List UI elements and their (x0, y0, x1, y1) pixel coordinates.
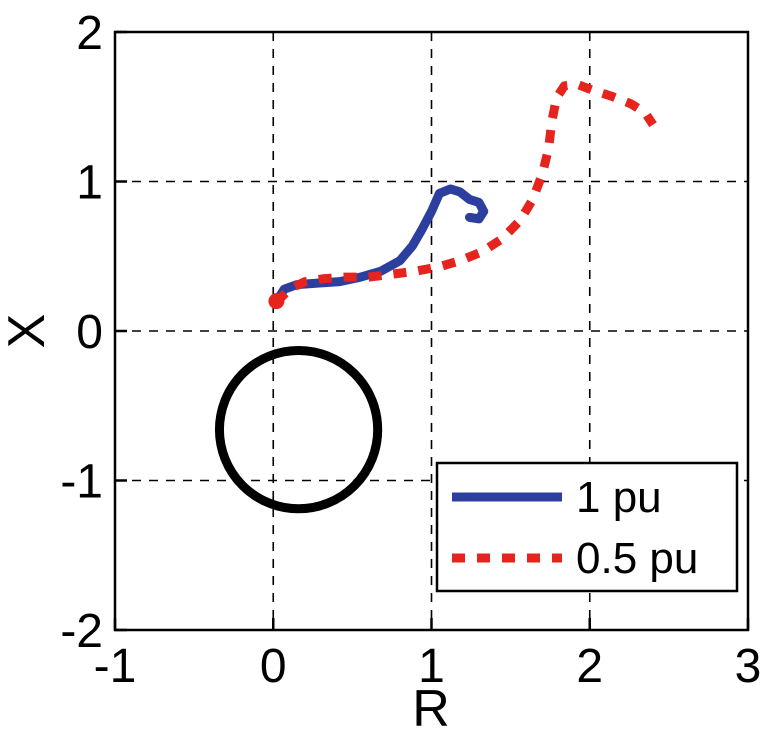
legend-label-05pu: 0.5 pu (576, 534, 698, 583)
relay-characteristic-circle (214, 346, 383, 514)
x-axis-label: R (412, 680, 450, 738)
x-tick-label: 1 (418, 640, 445, 693)
trajectory-start-marker (268, 293, 285, 310)
legend-box (435, 461, 739, 593)
x-tick-label: 0 (260, 640, 287, 693)
y-axis-label: X (0, 314, 56, 349)
y-tick-label: -2 (60, 605, 103, 658)
legend: 1 pu 0.5 pu (435, 461, 739, 593)
series-line-1-pu (271, 184, 489, 306)
x-tick-label: 2 (576, 640, 603, 693)
x-tick-label: -1 (94, 640, 137, 693)
trajectory-lines (268, 79, 657, 310)
plot-border (113, 30, 750, 632)
series-line-0-5-pu (273, 79, 657, 306)
y-tick-label: 1 (76, 157, 103, 210)
y-tick-label: 2 (76, 7, 103, 60)
y-tick-label: 0 (76, 306, 103, 359)
y-tick-label: -1 (60, 456, 103, 509)
legend-label-1pu: 1 pu (576, 473, 662, 522)
impedance-circle-layer (214, 346, 383, 514)
x-tick-label: 3 (735, 640, 762, 693)
